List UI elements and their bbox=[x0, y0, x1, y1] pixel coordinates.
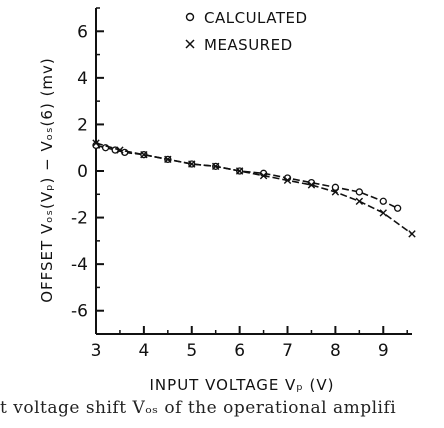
x-tick-label: 5 bbox=[186, 341, 197, 361]
data-point-x-stroke bbox=[379, 209, 387, 217]
data-point-x bbox=[307, 181, 316, 189]
data-point-x-stroke bbox=[140, 151, 148, 159]
data-point-x-stroke bbox=[355, 197, 364, 205]
data-point-circle bbox=[379, 197, 387, 205]
data-point-x-stroke bbox=[408, 230, 416, 238]
data-point-circle bbox=[331, 183, 340, 191]
chart: 3 4 5 6 7 8 9 6 4 2 0 -2 -4 -6 CALCULATED MEASURED INP… bbox=[38, 7, 416, 394]
x-tick-label: 6 bbox=[234, 341, 245, 361]
y-axis-label: OFFSET Vₒₛ(Vₚ) − Vₒₛ(6) (mv) bbox=[38, 57, 56, 303]
y-tick-label: -6 bbox=[71, 302, 88, 322]
x-tick-label: 3 bbox=[91, 341, 102, 361]
y-tick-label: 6 bbox=[77, 22, 88, 42]
data-point-x bbox=[283, 176, 292, 185]
ticks: 3 4 5 6 7 8 9 6 4 2 0 -2 -4 -6 bbox=[71, 7, 408, 361]
data-point-x-stroke bbox=[212, 162, 220, 171]
y-tick-label: -2 bbox=[71, 209, 88, 229]
y-tick-label: -4 bbox=[71, 255, 88, 275]
y-tick-label: 4 bbox=[77, 69, 88, 89]
data-point-x bbox=[355, 197, 364, 205]
data-point-x-stroke bbox=[92, 139, 100, 147]
data-point-circle bbox=[355, 188, 363, 196]
legend-marker-x bbox=[185, 39, 195, 49]
data-point-x-stroke bbox=[307, 181, 316, 189]
data-point-x bbox=[212, 162, 220, 171]
data-point-x bbox=[92, 139, 100, 147]
series-calculated bbox=[92, 141, 402, 212]
data-point-x-stroke bbox=[164, 155, 172, 164]
data-point-x bbox=[188, 160, 196, 168]
legend: CALCULATED MEASURED bbox=[185, 9, 308, 54]
series-measured bbox=[92, 139, 416, 238]
data-point-x bbox=[140, 151, 148, 159]
data-point-x-stroke bbox=[116, 146, 124, 154]
x-tick-label: 9 bbox=[378, 341, 389, 361]
data-point-x-stroke bbox=[331, 188, 340, 196]
legend-marker-x-stroke bbox=[185, 39, 195, 49]
data-point-x-stroke bbox=[283, 176, 292, 185]
data-point-x-stroke bbox=[188, 160, 196, 168]
legend-label-measured: MEASURED bbox=[204, 36, 293, 54]
data-point-x bbox=[116, 146, 124, 154]
data-point-x bbox=[259, 171, 268, 180]
x-axis-label: INPUT VOLTAGE Vₚ (V) bbox=[150, 376, 335, 394]
x-tick-label: 4 bbox=[138, 341, 149, 361]
axes bbox=[95, 8, 412, 335]
data-point-x bbox=[235, 167, 244, 175]
data-point-x bbox=[331, 188, 340, 196]
legend-label-calculated: CALCULATED bbox=[204, 9, 308, 27]
x-tick-label: 8 bbox=[330, 341, 341, 361]
data-point-x bbox=[379, 209, 387, 217]
legend-marker-circle bbox=[185, 12, 195, 22]
y-tick-label: 2 bbox=[77, 115, 88, 135]
series-line bbox=[95, 142, 413, 235]
data-point-x bbox=[164, 155, 172, 164]
data-point-circle bbox=[393, 204, 402, 212]
data-point-x-stroke bbox=[235, 167, 244, 175]
y-tick-label: 0 bbox=[77, 162, 88, 182]
figure-caption: t voltage shift Vₒₛ of the operational a… bbox=[0, 398, 397, 418]
data-point-x-stroke bbox=[259, 171, 268, 180]
data-point-circle bbox=[101, 144, 110, 152]
data-point-x bbox=[408, 230, 416, 238]
x-tick-label: 7 bbox=[282, 341, 293, 361]
